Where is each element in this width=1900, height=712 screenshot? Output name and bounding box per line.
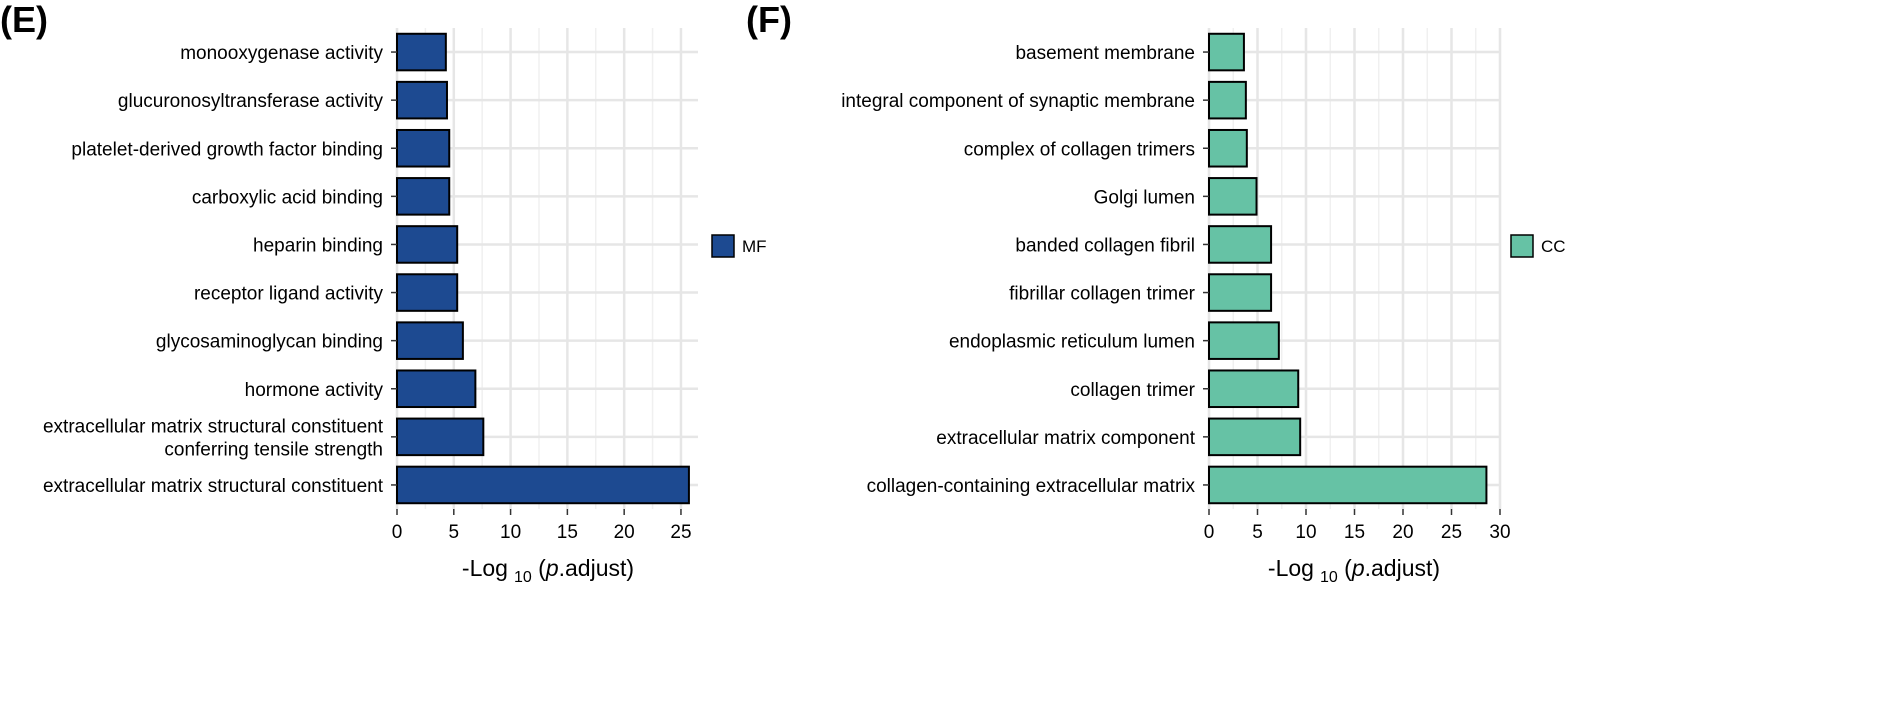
category-label: extracellular matrix structural constitu…	[43, 476, 384, 497]
x-tick-label: 25	[1441, 522, 1462, 543]
category-label: extracellular matrix component	[936, 428, 1195, 449]
bar	[1208, 80, 1247, 120]
x-tick-label: 15	[557, 522, 578, 543]
x-tick-label: 20	[614, 522, 635, 543]
category-label: carboxylic acid binding	[192, 187, 383, 208]
legend-swatch	[711, 234, 735, 258]
category-label: endoplasmic reticulum lumen	[949, 332, 1195, 353]
x-axis-title: -Log 10 (p.adjust)	[1268, 555, 1440, 586]
x-tick-label: 5	[1252, 522, 1263, 543]
x-tick-label: 0	[1204, 522, 1215, 543]
x-tick-label: 0	[392, 522, 403, 543]
x-axis-title-open: (	[1338, 555, 1352, 581]
category-label: collagen trimer	[1070, 380, 1195, 401]
legend-label: CC	[1541, 237, 1566, 256]
bar	[396, 321, 464, 360]
x-tick-label: 25	[670, 522, 691, 543]
x-axis-title-prefix: -Log	[462, 555, 508, 581]
x-tick-label: 10	[1295, 522, 1316, 543]
x-tick-label: 10	[500, 522, 521, 543]
category-label: complex of collagen trimers	[964, 139, 1195, 160]
x-tick-label: 20	[1392, 522, 1413, 543]
category-label: Golgi lumen	[1094, 187, 1195, 208]
bar	[1208, 128, 1248, 168]
x-tick-label: 5	[449, 522, 460, 543]
x-axis-title-suffix: .adjust)	[559, 555, 634, 581]
x-tick-label: 15	[1344, 522, 1365, 543]
x-axis-title-prefix: -Log	[1268, 555, 1314, 581]
bar	[1208, 465, 1488, 505]
legend: MF	[711, 234, 767, 258]
x-axis-title: -Log 10 (p.adjust)	[462, 555, 634, 586]
bar	[396, 465, 690, 505]
category-label: hormone activity	[245, 380, 384, 401]
legend: CC	[1510, 234, 1566, 258]
bar	[1208, 225, 1273, 264]
bar	[396, 225, 459, 264]
bar	[1208, 321, 1280, 360]
bar	[1208, 273, 1273, 312]
category-label: basement membrane	[1015, 43, 1195, 64]
category-label: monooxygenase activity	[180, 43, 383, 64]
panel-label: (F)	[746, 0, 792, 40]
bar	[396, 80, 448, 120]
category-label: glycosaminoglycan binding	[156, 332, 383, 353]
bar	[396, 32, 447, 72]
bar	[1208, 369, 1300, 409]
x-axis-title-subscript: 10	[1320, 569, 1338, 586]
bar	[396, 369, 477, 409]
x-axis-title-italic: p	[545, 555, 559, 581]
category-label: extracellular matrix structural constitu…	[43, 416, 384, 437]
category-label: collagen-containing extracellular matrix	[867, 476, 1196, 497]
bar	[396, 128, 451, 168]
category-label: receptor ligand activity	[194, 284, 384, 305]
bar	[396, 273, 459, 312]
bar	[1208, 417, 1302, 457]
x-axis-title-open: (	[532, 555, 546, 581]
bar	[1208, 32, 1245, 72]
legend-swatch	[1510, 234, 1534, 258]
category-label: integral component of synaptic membrane	[841, 91, 1195, 112]
category-label: conferring tensile strength	[164, 439, 383, 460]
category-label: glucuronosyltransferase activity	[118, 91, 384, 112]
bar	[396, 417, 485, 457]
legend-label: MF	[742, 237, 767, 256]
category-label: fibrillar collagen trimer	[1009, 284, 1196, 305]
chart-panel-e: (E) monooxygenase activity glucuronosyltra…	[0, 0, 767, 586]
x-axis-title-suffix: .adjust)	[1365, 555, 1440, 581]
x-axis-title-subscript: 10	[514, 569, 532, 586]
x-tick-label: 30	[1489, 522, 1510, 543]
category-label: banded collagen fibril	[1015, 235, 1195, 256]
category-label: platelet-derived growth factor binding	[71, 139, 383, 160]
bar	[1208, 177, 1258, 216]
category-label: heparin binding	[253, 235, 383, 256]
bar	[396, 177, 451, 216]
panel-label: (E)	[0, 0, 48, 40]
x-axis-title-italic: p	[1351, 555, 1365, 581]
chart-panel-f: (F) basement membrane integral component o…	[746, 0, 1566, 586]
